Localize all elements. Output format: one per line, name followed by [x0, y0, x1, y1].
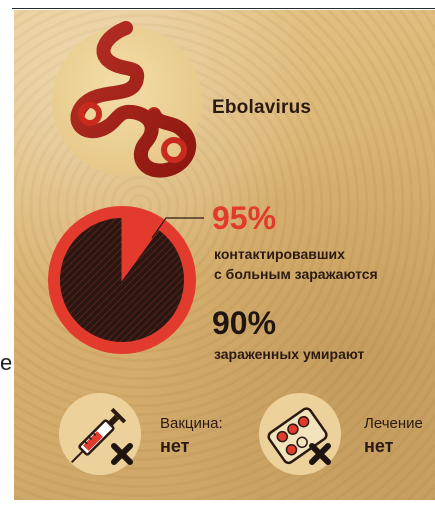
left-edge: e [0, 0, 12, 506]
stat-description-line: контактировавших [214, 246, 345, 262]
treatment-value: нет [364, 436, 394, 456]
infographic-panel: Ebolavirus 95% контактировавших с больны… [14, 10, 435, 500]
fatality-pie-chart [48, 206, 204, 354]
top-border-line [12, 8, 435, 9]
stat-percent-95: 95% [212, 200, 277, 236]
stat-percent-90: 90% [212, 305, 277, 341]
stat-description-90: зараженных умирают [214, 346, 365, 362]
pie-pointer-line [151, 217, 204, 239]
stat-description-95: контактировавших с больным заражаются [214, 244, 378, 284]
cross-icon [111, 443, 133, 465]
cross-icon [309, 443, 331, 465]
pills-icon [259, 393, 341, 475]
stat-description-line: с больным заражаются [214, 266, 378, 282]
virus-icon [70, 21, 197, 178]
syringe-icon [59, 393, 141, 475]
treatment-label: Лечение [364, 415, 423, 432]
vaccine-value: нет [160, 436, 190, 456]
vaccine-label: Вакцина: [160, 415, 223, 432]
virus-name: Ebolavirus [212, 97, 312, 118]
edge-letter: e [0, 350, 13, 375]
virus-background-circle [52, 26, 202, 176]
